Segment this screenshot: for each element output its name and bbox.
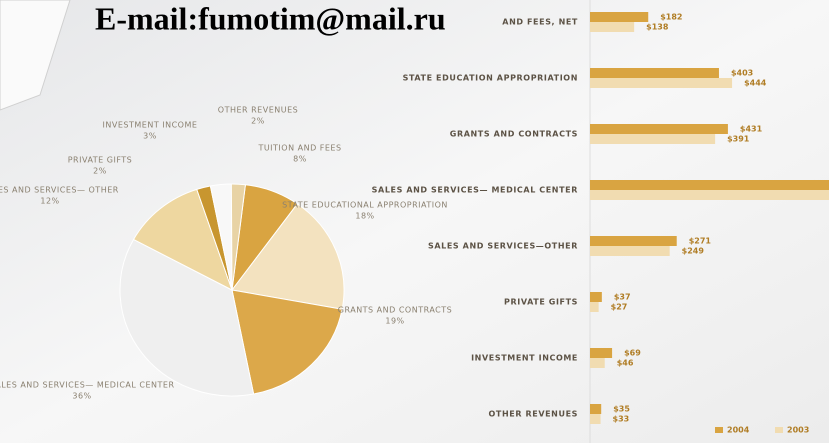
legend-swatch [715,427,723,433]
bar-value-label: $138 [646,23,669,32]
bar-value-label: $35 [613,405,630,414]
pie-value-label: 19% [385,317,404,326]
bar [590,190,829,200]
pie-label: TUITION AND FEES [257,144,341,153]
pie-label: INVESTMENT INCOME [103,121,198,130]
pie-label: GRANTS AND CONTRACTS [338,306,452,315]
bar [590,292,602,302]
watermark: E-mail:fumotim@mail.ru [95,0,446,36]
bar-value-label: $403 [731,69,753,78]
bar-value-label: $391 [727,135,750,144]
bar [590,12,649,22]
pie-value-label: 2% [93,167,107,176]
pie-label: STATE EDUCATIONAL APPROPRIATION [282,201,448,210]
pie-slice [132,188,233,292]
pie-value-label: 18% [355,212,374,221]
bar [590,22,635,32]
pie-slice [230,183,246,291]
legend-label: 2003 [787,426,809,435]
pie-value-label: 3% [143,132,157,141]
pie-label: PRIVATE GIFTS [68,156,133,165]
bar-value-label: $37 [614,293,631,302]
bar [590,404,602,414]
bar-category-label: PRIVATE GIFTS [504,298,578,307]
pie-value-label: 36% [72,392,91,401]
pie-label: SALES AND SERVICES— MEDICAL CENTER [0,381,175,390]
pie-slice [119,238,255,397]
bar-category-label: OTHER REVENUES [489,410,578,419]
pie-label: OTHER REVENUES [218,106,298,115]
bar [590,236,677,246]
bar [590,358,605,368]
bar [590,68,719,78]
bar [590,246,670,256]
bar-value-label: $33 [613,415,630,424]
bar-value-label: $444 [744,79,767,88]
bar-category-label: SALES AND SERVICES—OTHER [428,242,578,251]
bar-category-label: SALES AND SERVICES— MEDICAL CENTER [372,186,578,195]
bar [590,134,716,144]
bar-value-label: $182 [660,13,682,22]
pie-label: SALES AND SERVICES— OTHER [0,186,119,195]
bar-category-label: GRANTS AND CONTRACTS [450,130,578,139]
bar-value-label: $69 [624,349,641,358]
bar-category-label: AND FEES, NET [502,18,578,27]
bar [590,180,829,190]
paper-corner [0,0,71,111]
bar-value-label: $271 [689,237,712,246]
legend-swatch [775,427,783,433]
bar [590,348,613,358]
bar-value-label: $249 [682,247,705,256]
legend-label: 2004 [727,426,750,435]
pie-value-label: 12% [40,197,59,206]
bar-value-label: $27 [611,303,628,312]
pie-value-label: 2% [251,117,265,126]
bar-category-label: INVESTMENT INCOME [471,354,578,363]
bar [590,302,599,312]
bar-value-label: $46 [617,359,634,368]
bar [590,78,733,88]
bar [590,414,601,424]
bar [590,124,728,134]
pie-slice [231,203,345,310]
bar-value-label: $431 [740,125,763,134]
pie-value-label: 8% [293,155,307,164]
pie-slice [231,289,343,395]
bar-category-label: STATE EDUCATION APPROPRIATION [403,74,578,83]
